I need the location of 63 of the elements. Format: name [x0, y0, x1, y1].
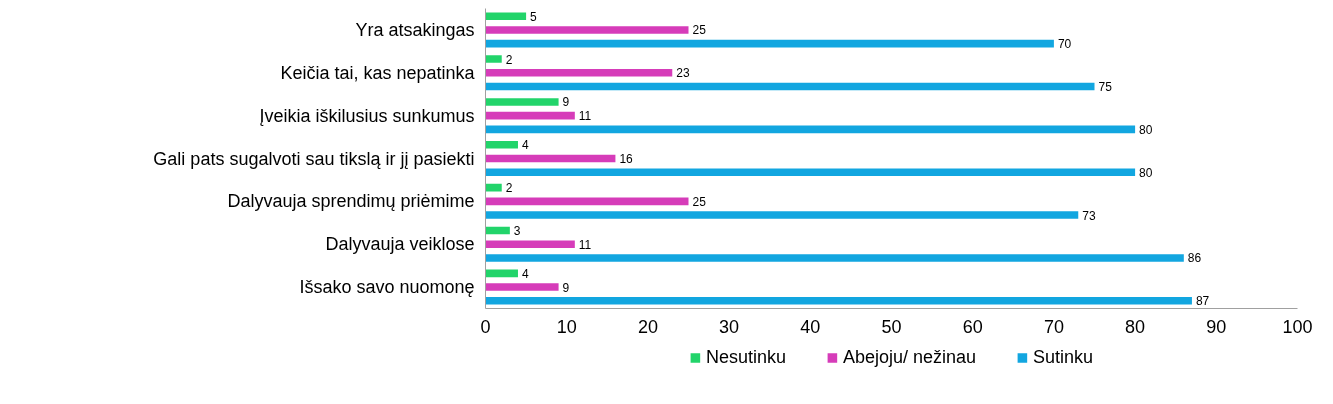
x-tick-label: 80 [1125, 316, 1146, 337]
x-tick-label: 10 [556, 316, 577, 337]
bar [485, 240, 575, 248]
x-tick-label: 60 [962, 316, 983, 337]
x-tick-label: 70 [1043, 316, 1064, 337]
bar [485, 168, 1136, 176]
data-label: 2 [505, 52, 513, 67]
data-label: 9 [562, 95, 570, 110]
x-tick-label: 0 [480, 316, 491, 337]
data-label: 11 [578, 237, 592, 252]
bar [485, 69, 673, 77]
data-label: 73 [1082, 208, 1096, 223]
y-tick-label: Įveikia iškilusius sunkumus [259, 105, 475, 126]
bar [485, 297, 1192, 305]
data-label: 4 [521, 138, 529, 153]
data-label: 25 [692, 194, 707, 209]
data-label: 80 [1139, 165, 1153, 180]
bar [485, 141, 518, 149]
data-label: 4 [521, 266, 529, 281]
legend-label: Sutinku [1033, 346, 1094, 368]
data-label: 5 [530, 9, 538, 24]
data-label: 16 [619, 152, 634, 166]
y-tick-label: Gali pats sugalvoti sau tikslą ir jį pasiekti [153, 148, 475, 169]
y-tick-label: Keičia tai, kas nepatinka [280, 62, 476, 83]
x-tick-label: 20 [637, 316, 658, 337]
data-label: 2 [505, 181, 513, 196]
bar [485, 98, 559, 106]
y-tick-label: Yra atsakingas [355, 19, 475, 40]
data-label: 3 [513, 224, 521, 238]
data-label: 80 [1139, 122, 1153, 137]
data-label: 11 [578, 109, 592, 124]
data-label: 70 [1057, 37, 1072, 52]
data-label: 87 [1195, 294, 1210, 309]
bar [485, 283, 559, 291]
y-tick-label: Išsako savo nuomonę [299, 277, 475, 298]
bar [485, 12, 527, 20]
data-label: 75 [1098, 80, 1113, 94]
bar [485, 226, 510, 235]
bar [485, 183, 502, 192]
bar [485, 39, 1054, 48]
data-label: 86 [1187, 251, 1202, 266]
data-label: 9 [562, 280, 570, 295]
bar [485, 111, 575, 120]
x-tick-label: 40 [800, 316, 821, 337]
bar [485, 82, 1095, 91]
bar [485, 269, 518, 278]
legend-label: Abejoju/ nežinau [842, 346, 977, 368]
data-label: 25 [692, 23, 707, 38]
x-tick-label: 50 [881, 316, 902, 337]
bar [485, 55, 502, 63]
data-label: 23 [676, 66, 690, 81]
bar [485, 197, 689, 206]
x-tick-label: 30 [719, 316, 740, 337]
bar [485, 154, 616, 163]
y-tick-label: Dalyvauja sprendimų priėmime [227, 191, 475, 212]
x-tick-label: 90 [1206, 316, 1227, 337]
x-tick-label: 100 [1282, 316, 1313, 337]
bar [485, 26, 689, 34]
bar [485, 211, 1079, 219]
bar [485, 125, 1136, 134]
legend-label: Nesutinku [705, 346, 786, 368]
y-tick-label: Dalyvauja veiklose [325, 234, 475, 255]
bar [485, 254, 1184, 262]
